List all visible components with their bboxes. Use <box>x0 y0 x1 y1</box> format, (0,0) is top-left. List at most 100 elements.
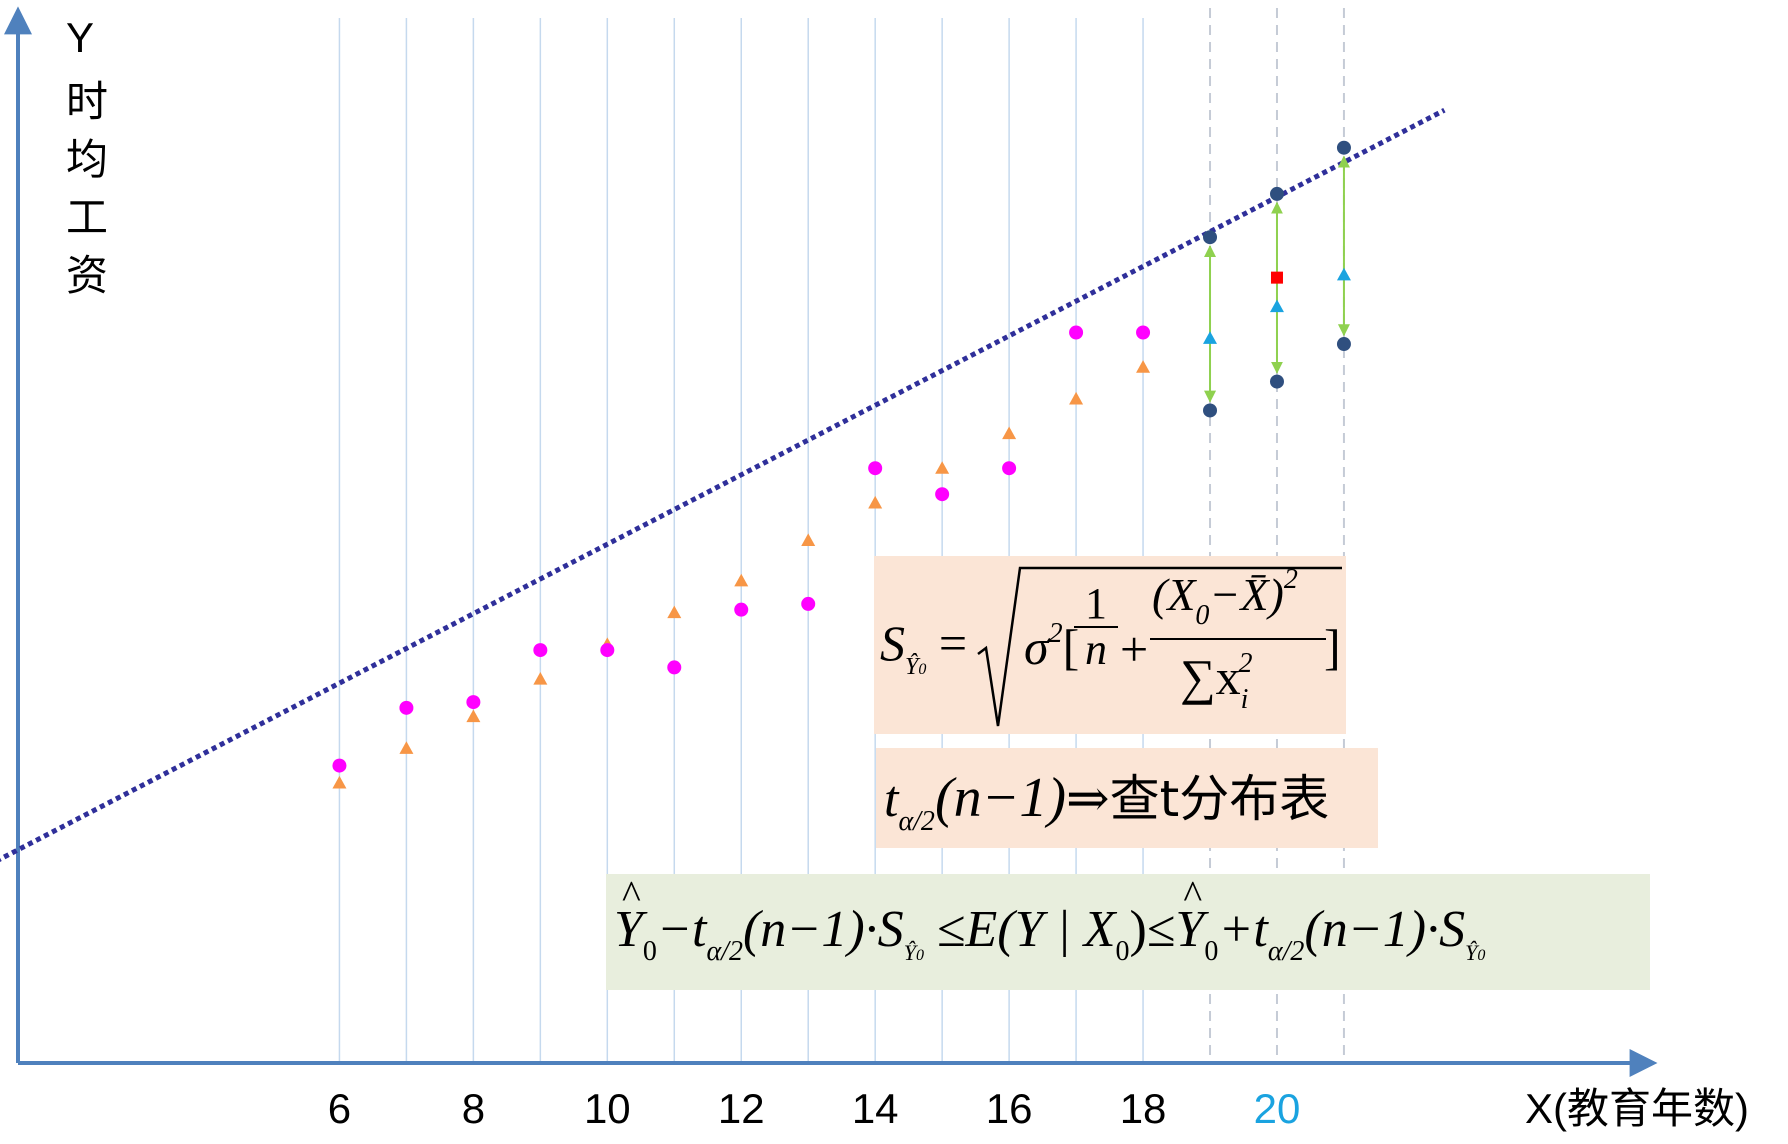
formula-confidence-interval: Y0−tα/2(n−1)·SŶ0 ≤E(Y | X0)≤Y0+tα/2(n−1)… <box>606 874 1650 990</box>
ci-arg-2: (n−1)·S <box>1304 901 1466 958</box>
x-tick-label: 20 <box>1254 1085 1301 1132</box>
se-lhs: S <box>880 615 905 671</box>
ci-e: E(Y | X <box>965 901 1116 958</box>
x-tick-label: 18 <box>1120 1085 1167 1132</box>
y-axis-label-char: 工 <box>66 194 108 241</box>
predicted-point <box>1269 299 1284 313</box>
fitted-point <box>332 775 347 789</box>
fitted-point <box>868 495 883 509</box>
fitted-point <box>1069 391 1084 405</box>
y-axis-label-char: 资 <box>66 252 108 299</box>
se-eq: = <box>938 615 968 671</box>
t-arg: (n−1) <box>934 767 1067 829</box>
ci-y: Y <box>614 901 643 958</box>
se-frac2-bar <box>1150 638 1326 640</box>
fitted-point <box>466 709 481 723</box>
se-frac2-num: (X <box>1152 569 1196 620</box>
observed-point <box>667 660 682 675</box>
se-sigma: σ <box>1024 619 1049 675</box>
observed-point <box>868 461 883 476</box>
ci-plus-t: +t <box>1218 901 1268 958</box>
observed-point <box>1069 325 1084 340</box>
se-lhs-sub-sub: 0 <box>918 661 927 678</box>
se-frac2-den: ∑x <box>1180 649 1241 705</box>
t-arrow: ⇒ <box>1066 771 1110 828</box>
se-sigma-sup: 2 <box>1048 618 1063 649</box>
ci-le-2: ≤ <box>1146 901 1176 958</box>
t-symbol: t <box>884 771 899 828</box>
fitted-point <box>667 605 682 619</box>
y-axis-label-char: 时 <box>66 78 108 125</box>
ci-t-sub-2: α/2 <box>1267 936 1305 967</box>
observed-point <box>935 487 950 502</box>
fitted-point <box>801 533 816 546</box>
ci-s-sub-2: Ŷ <box>1465 940 1478 965</box>
observed-point <box>600 643 615 658</box>
ci-y-sub-2: 0 <box>1204 936 1219 967</box>
fitted-point <box>533 671 548 685</box>
axes <box>3 6 1658 1077</box>
lower-bound-point <box>1336 337 1351 352</box>
ci-y-sub: 0 <box>642 936 657 967</box>
interval-arrows <box>1204 155 1350 403</box>
lower-bound-point <box>1269 374 1284 389</box>
x-tick-labels: 6 8 10 12 14 16 18 20 <box>328 1085 1301 1132</box>
x-axis-label: X(教育年数) <box>1525 1085 1749 1132</box>
ci-le-1: ≤ <box>936 901 966 958</box>
t-sub: α/2 <box>898 806 935 837</box>
se-frac1-den: n <box>1085 625 1107 674</box>
y-axis-label-char: 均 <box>66 136 108 183</box>
actual-point <box>1270 271 1283 284</box>
observed-point <box>1002 461 1017 476</box>
ci-s-sub-sub: 0 <box>915 947 924 964</box>
se-frac2-num-tail: −X̄) <box>1209 569 1284 620</box>
data-marks <box>332 140 1351 789</box>
se-frac2-den-sup: 2 <box>1238 648 1253 679</box>
fitted-point <box>1136 360 1151 373</box>
predicted-point <box>1336 267 1351 281</box>
se-open: [ <box>1062 619 1080 675</box>
upper-bound-point <box>1336 140 1351 155</box>
ci-s-sub-sub-2: 0 <box>1477 947 1486 964</box>
x-tick-label: 8 <box>462 1085 485 1132</box>
x-tick-label: 16 <box>986 1085 1033 1132</box>
observed-point <box>399 700 414 715</box>
upper-bound-point <box>1203 230 1218 245</box>
ci-minus-t: −t <box>656 901 707 958</box>
observed-point <box>533 643 548 658</box>
formula-t-critical: tα/2(n−1)⇒查t分布表 <box>876 748 1378 848</box>
se-close: ] <box>1324 619 1341 675</box>
t-lookup-text: 查t分布表 <box>1109 770 1330 828</box>
se-frac1-num: 1 <box>1074 582 1118 628</box>
ci-e-sub: 0 <box>1115 936 1130 967</box>
formula-standard-error: SŶ0 = σ2[ 1 n + (X0−X̄)2 ∑xi2 ] <box>874 556 1346 734</box>
ci-e-close: ) <box>1129 901 1147 958</box>
se-frac2-num-sup: 2 <box>1283 564 1298 595</box>
fitted-point <box>1002 426 1017 440</box>
ci-t-sub: α/2 <box>706 936 743 967</box>
x-tick-label: 10 <box>584 1085 631 1132</box>
upper-bound-point <box>1269 186 1284 201</box>
regression-line-group <box>0 107 1446 862</box>
ci-y-2: Y <box>1175 901 1204 958</box>
regression-line <box>0 107 1446 862</box>
x-tick-label: 12 <box>718 1085 765 1132</box>
predicted-point <box>1203 331 1218 344</box>
observed-point <box>466 695 481 710</box>
se-lhs-sub: Ŷ <box>905 654 919 680</box>
observed-point <box>801 596 816 611</box>
x-tick-label: 14 <box>852 1085 899 1132</box>
se-frac2-num-sub: 0 <box>1195 600 1210 631</box>
sqrt-sign <box>977 566 1342 727</box>
se-plus: + <box>1120 621 1149 677</box>
fitted-point <box>734 573 749 587</box>
observed-point <box>734 602 749 617</box>
x-tick-label: 6 <box>328 1085 351 1132</box>
ci-s-sub: Ŷ <box>903 940 916 965</box>
se-frac2-den-sub: i <box>1240 684 1249 715</box>
lower-bound-point <box>1203 403 1218 418</box>
y-axis-label: Y <box>66 14 94 61</box>
fitted-point <box>399 741 414 754</box>
